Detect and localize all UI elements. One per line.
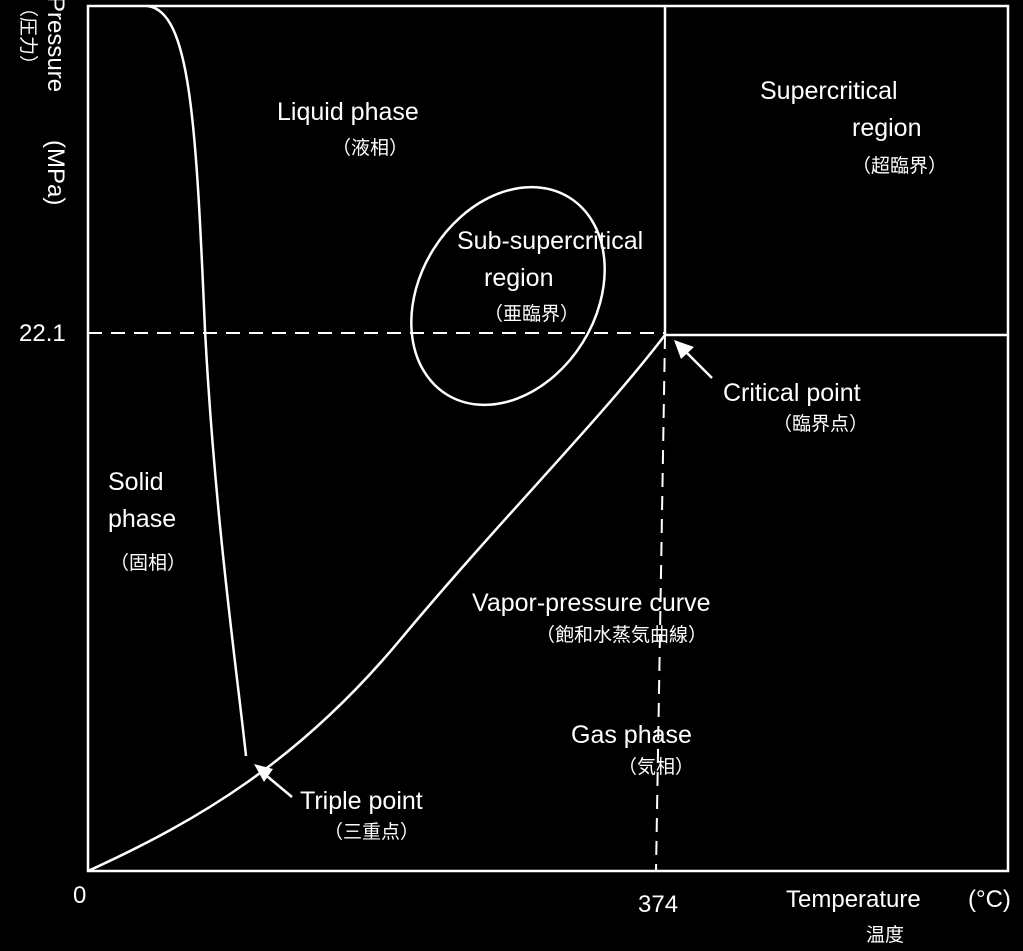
y-axis-label-jp: （圧力） bbox=[17, 0, 39, 74]
gas-phase-label-jp: （気相） bbox=[618, 756, 694, 778]
subsupercritical-label-line1: Sub-supercritical bbox=[457, 227, 643, 255]
triple-point-label-jp: （三重点） bbox=[324, 821, 419, 843]
vapor-curve-label: Vapor-pressure curve bbox=[472, 589, 711, 617]
critical-point-label: Critical point bbox=[723, 379, 861, 407]
critical-point-arrowhead bbox=[674, 340, 694, 359]
melting-curve bbox=[146, 4, 248, 757]
solid-phase-label-jp: （固相） bbox=[110, 552, 186, 574]
supercritical-label-line2: region bbox=[852, 114, 922, 142]
supercritical-label-line1: Supercritical bbox=[760, 77, 898, 105]
critical-temperature-guide bbox=[655, 334, 666, 872]
supercritical-label-jp: （超臨界） bbox=[852, 155, 947, 177]
liquid-phase-label-jp: （液相） bbox=[332, 137, 408, 159]
critical-point-label-jp: （臨界点） bbox=[773, 413, 868, 435]
subsupercritical-ellipse bbox=[410, 185, 606, 407]
vapor-pressure-curve bbox=[87, 334, 666, 873]
solid-phase-label-line2: phase bbox=[108, 505, 176, 533]
x-axis-unit: (°C) bbox=[968, 886, 1011, 913]
plot-frame bbox=[86, 4, 1010, 873]
gas-phase-label: Gas phase bbox=[571, 721, 692, 749]
origin-label: 0 bbox=[73, 882, 86, 909]
x-axis-label: Temperature bbox=[786, 886, 921, 913]
solid-phase-label-line1: Solid bbox=[108, 468, 164, 496]
subsupercritical-label-jp: （亜臨界） bbox=[484, 303, 579, 325]
subsupercritical-label-line2: region bbox=[484, 264, 554, 292]
vapor-curve-label-jp: （飽和水蒸気曲線） bbox=[536, 624, 707, 646]
y-axis-label: Pressure bbox=[42, 0, 69, 92]
y-tick-critical-pressure: 22.1 bbox=[19, 320, 66, 347]
triple-point-arrowhead bbox=[254, 764, 273, 782]
y-axis-unit: (MPa) bbox=[42, 140, 69, 205]
triple-point-label: Triple point bbox=[300, 787, 423, 815]
liquid-phase-label: Liquid phase bbox=[277, 98, 419, 126]
x-tick-critical-temperature: 374 bbox=[638, 891, 678, 918]
x-axis-label-jp: 温度 bbox=[866, 924, 904, 946]
